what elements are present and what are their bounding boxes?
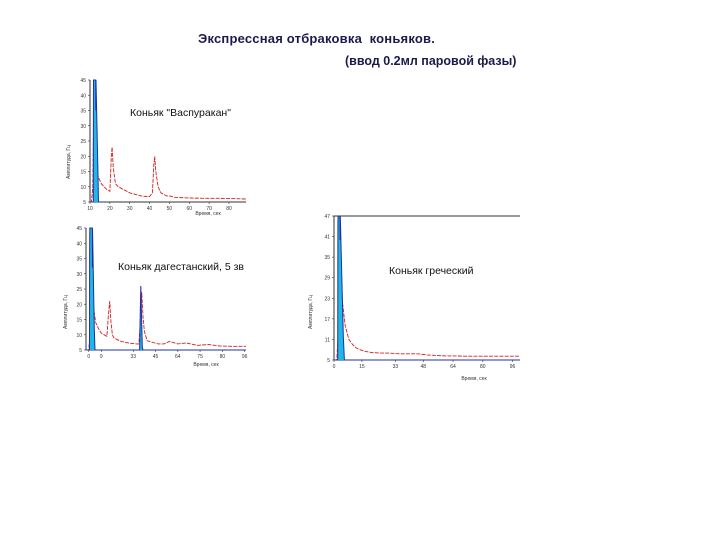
red-series-line [86,246,246,351]
chart-greek: 47 41 35 29 23 17 11 50 15 33 48 64 80 96 Амплитуда, Г… [308,214,520,382]
y-tick-label: 20 [76,302,82,308]
x-tick-label: 45 [153,354,159,360]
y-tick-label: 30 [76,272,82,278]
y-tick-label: 17 [324,317,330,323]
y-tick-label: 10 [80,185,86,191]
chart-label: Коньяк дагестанский, 5 зв [118,261,244,273]
chart-label: Коньяк "Васпуракан" [130,107,231,119]
blue-series-line [86,227,246,351]
chart-label: Коньяк греческий [389,265,474,277]
x-tick-label: 48 [420,364,426,370]
y-tick-label: 23 [324,296,330,302]
y-tick-label: 30 [80,124,86,130]
red-series-line [90,110,247,203]
blue-series-line [90,79,105,203]
y-tick-label: 45 [80,78,86,84]
x-tick-label: 80 [220,354,226,360]
x-tick-label: 70 [206,206,212,212]
y-axis-label: Амплитуда, Гц [308,295,314,329]
y-tick-label: 15 [80,170,86,176]
blue-series-line [334,215,520,361]
y-tick-label: 5 [79,348,82,354]
slide-title: Экспрессная отбраковка коньяков. [198,31,436,46]
x-axis-label: Время, сек [195,211,221,217]
chart-dagestan: 45 40 35 30 25 20 15 10 50 9 33 45 64 75 80 96 Амплитуда… [63,226,248,368]
x-tick-label: 75 [197,354,203,360]
x-axis-label: Время, сек [193,362,219,368]
x-tick-label: 64 [450,364,456,370]
y-tick-label: 15 [76,318,82,324]
y-axis-label: Амплитуда, Гц [66,145,72,179]
y-tick-label: 40 [80,93,86,99]
y-tick-label: 10 [76,333,82,339]
blue-series-fill [86,228,246,350]
x-tick-label: 0 [333,364,336,370]
y-tick-label: 25 [80,139,86,145]
x-tick-label: 96 [242,354,248,360]
y-tick-label: 35 [80,109,86,115]
x-tick-label: 9 [100,354,103,360]
y-axis-label: Амплитуда, Гц [63,295,69,329]
y-tick-label: 47 [324,214,330,220]
x-tick-label: 33 [393,364,399,370]
y-tick-label: 35 [76,257,82,263]
y-tick-label: 20 [80,154,86,160]
y-tick-label: 5 [327,358,330,364]
y-tick-label: 25 [76,287,82,293]
x-tick-label: 96 [510,364,516,370]
x-tick-label: 33 [131,354,137,360]
x-tick-label: 80 [226,206,232,212]
x-tick-label: 40 [147,206,153,212]
x-tick-label: 80 [480,364,486,370]
x-tick-label: 50 [167,206,173,212]
y-tick-label: 5 [83,200,86,206]
x-tick-label: 60 [186,206,192,212]
x-tick-label: 10 [87,206,93,212]
x-tick-label: 30 [127,206,133,212]
slide-subtitle: (ввод 0.2мл паровой фазы) [345,54,517,68]
x-tick-label: 20 [107,206,113,212]
y-tick-label: 41 [324,235,330,241]
y-tick-label: 35 [324,255,330,261]
blue-series-fill [334,216,520,360]
x-tick-label: 64 [175,354,181,360]
red-series-line [334,215,520,361]
y-tick-label: 40 [76,241,82,247]
y-tick-label: 45 [76,226,82,232]
y-tick-label: 11 [325,337,330,343]
x-axis-label: Время, сек [461,376,487,382]
x-tick-label: 0 [87,354,90,360]
x-tick-label: 15 [359,364,365,370]
y-tick-label: 29 [324,276,330,282]
